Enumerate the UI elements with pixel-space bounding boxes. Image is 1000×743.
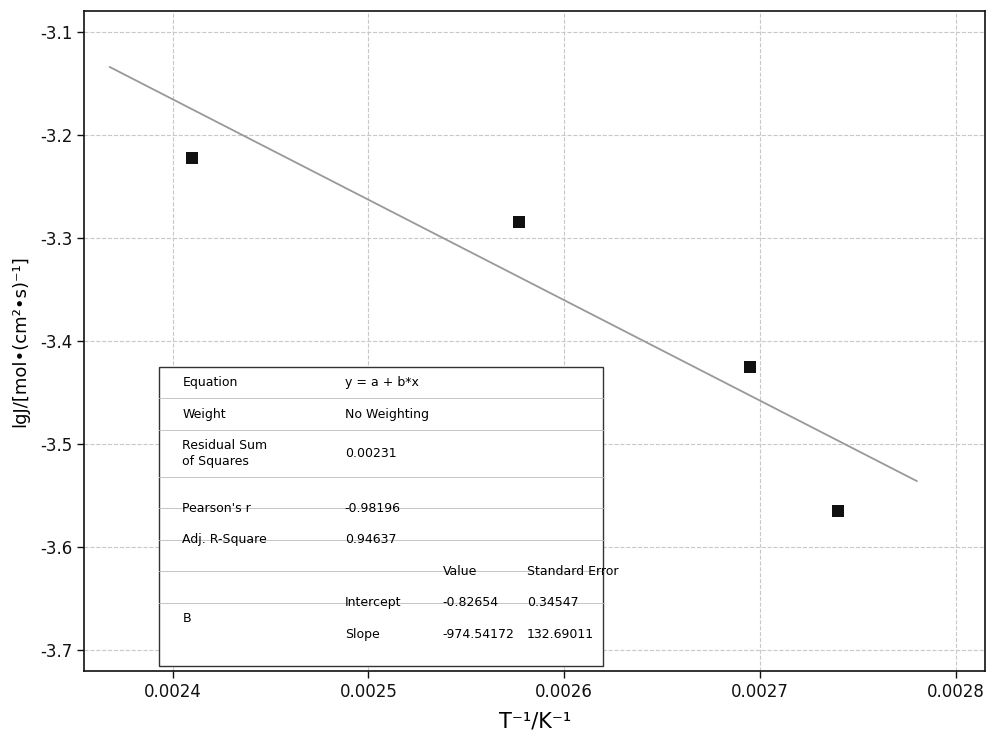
Text: No Weighting: No Weighting	[345, 407, 429, 421]
Text: 132.69011: 132.69011	[527, 628, 594, 641]
Text: -0.82654: -0.82654	[443, 597, 499, 609]
Text: Standard Error: Standard Error	[527, 565, 618, 578]
Text: -974.54172: -974.54172	[443, 628, 515, 641]
Y-axis label: lgJ/[mol•(cm²•s)⁻¹]: lgJ/[mol•(cm²•s)⁻¹]	[11, 255, 29, 427]
Text: Weight: Weight	[182, 407, 226, 421]
Text: Pearson's r: Pearson's r	[182, 502, 251, 515]
Text: -0.98196: -0.98196	[345, 502, 401, 515]
X-axis label: T⁻¹/K⁻¹: T⁻¹/K⁻¹	[499, 712, 571, 732]
Point	[184, 152, 200, 163]
Bar	[159, 367, 603, 666]
Point	[742, 361, 758, 373]
Text: B: B	[182, 612, 191, 625]
Text: 0.34547: 0.34547	[527, 597, 579, 609]
Text: 0.94637: 0.94637	[345, 533, 396, 546]
Text: Equation: Equation	[182, 376, 238, 389]
Point	[830, 505, 846, 517]
Text: Value: Value	[443, 565, 477, 578]
Text: Adj. R-Square: Adj. R-Square	[182, 533, 267, 546]
Text: Slope: Slope	[345, 628, 380, 641]
Point	[511, 216, 527, 228]
Text: Residual Sum
of Squares: Residual Sum of Squares	[182, 439, 267, 468]
Text: y = a + b*x: y = a + b*x	[345, 376, 419, 389]
Text: Intercept: Intercept	[345, 597, 401, 609]
Text: 0.00231: 0.00231	[345, 447, 396, 460]
